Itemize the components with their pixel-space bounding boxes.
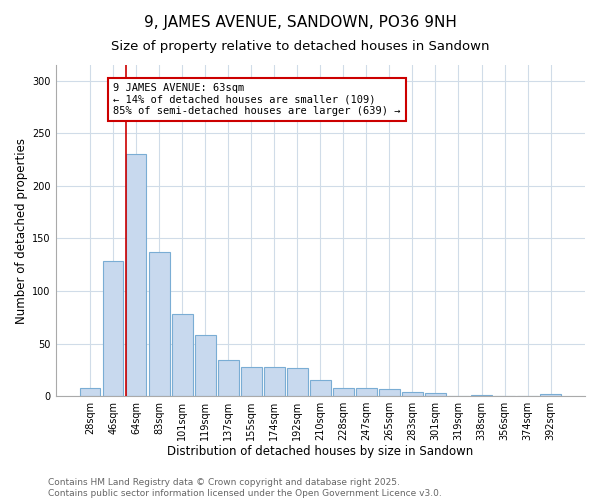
Bar xyxy=(287,368,308,396)
Bar xyxy=(103,260,124,396)
Bar xyxy=(471,395,492,396)
Bar xyxy=(241,366,262,396)
Bar xyxy=(379,388,400,396)
Bar xyxy=(310,380,331,396)
Bar xyxy=(356,388,377,396)
Bar xyxy=(264,366,284,396)
Bar xyxy=(540,394,561,396)
Text: 9, JAMES AVENUE, SANDOWN, PO36 9NH: 9, JAMES AVENUE, SANDOWN, PO36 9NH xyxy=(143,15,457,30)
Bar xyxy=(402,392,423,396)
Bar xyxy=(333,388,354,396)
Bar xyxy=(195,335,215,396)
Text: Size of property relative to detached houses in Sandown: Size of property relative to detached ho… xyxy=(111,40,489,53)
Text: Contains HM Land Registry data © Crown copyright and database right 2025.
Contai: Contains HM Land Registry data © Crown c… xyxy=(48,478,442,498)
Bar xyxy=(80,388,100,396)
Bar xyxy=(172,314,193,396)
Bar xyxy=(218,360,239,396)
Bar xyxy=(149,252,170,396)
Bar xyxy=(126,154,146,396)
X-axis label: Distribution of detached houses by size in Sandown: Distribution of detached houses by size … xyxy=(167,444,473,458)
Y-axis label: Number of detached properties: Number of detached properties xyxy=(15,138,28,324)
Text: 9 JAMES AVENUE: 63sqm
← 14% of detached houses are smaller (109)
85% of semi-det: 9 JAMES AVENUE: 63sqm ← 14% of detached … xyxy=(113,83,401,116)
Bar xyxy=(425,393,446,396)
